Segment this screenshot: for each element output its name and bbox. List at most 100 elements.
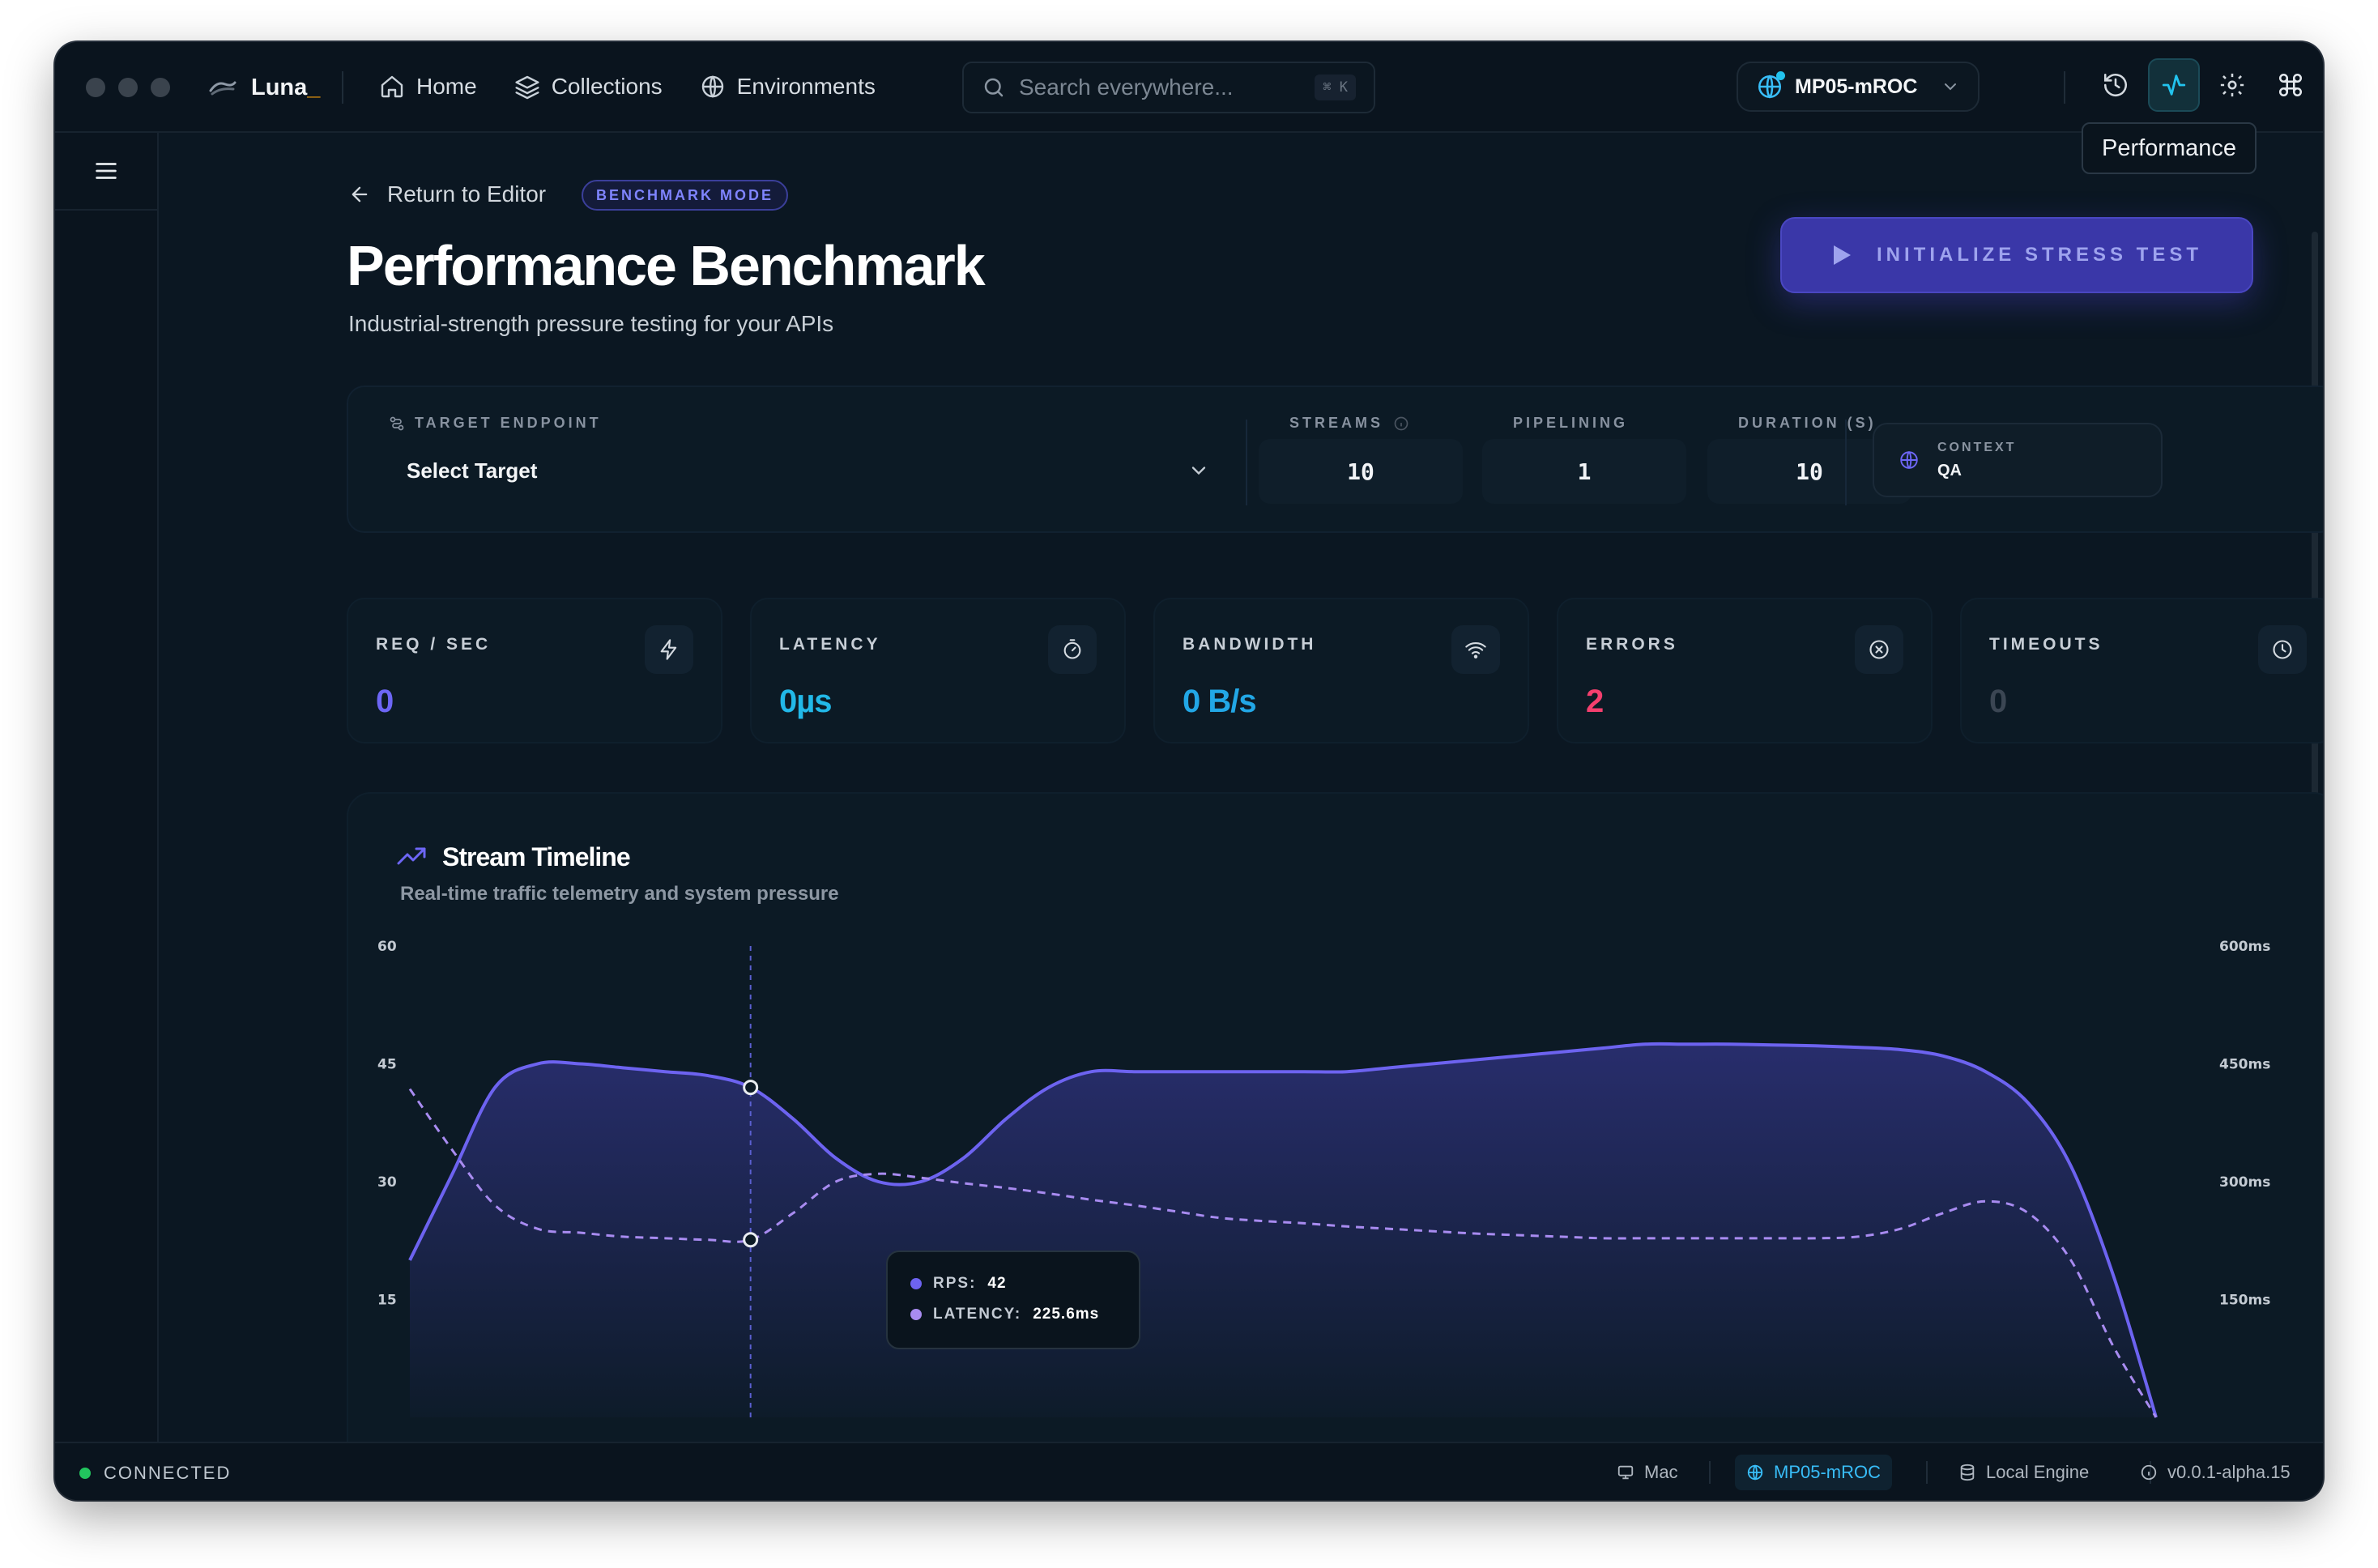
stat-label: ERRORS <box>1586 635 1678 654</box>
app-window: Luna_ Home Collections Environments Sear… <box>55 42 2323 1500</box>
stat-label: TIMEOUTS <box>1989 635 2103 654</box>
nav-home-label: Home <box>416 74 477 99</box>
search-placeholder: Search everywhere... <box>1019 75 1234 100</box>
divider <box>2150 1461 2151 1484</box>
environment-selector[interactable]: MP05-mROC <box>1737 62 1980 112</box>
streams-input[interactable]: 10 <box>1259 439 1463 504</box>
settings-icon <box>2220 73 2244 97</box>
context-value: QA <box>1937 461 1962 479</box>
target-endpoint-label: TARGET ENDPOINT <box>389 415 602 432</box>
search-shortcut: ⌘ K <box>1315 75 1356 100</box>
tooltip-latency-label: LATENCY: <box>933 1306 1022 1323</box>
config-panel: TARGET ENDPOINT Select Target STREAMS 10… <box>347 386 2323 533</box>
divider <box>2064 71 2065 104</box>
command-palette-button[interactable] <box>2265 58 2316 112</box>
engine-indicator[interactable]: Local Engine <box>1947 1455 2100 1490</box>
toolbar <box>2090 58 2316 112</box>
timer-icon <box>1063 639 1081 659</box>
benchmark-mode-badge: BENCHMARK MODE <box>582 180 788 211</box>
left-axis-tick: 15 <box>377 1293 397 1309</box>
nav-environments-label: Environments <box>736 74 876 99</box>
app-name: Luna_ <box>251 74 321 100</box>
arrow-left-icon <box>352 186 368 202</box>
stat-value: 0 <box>376 684 394 719</box>
nav-collections-label: Collections <box>551 74 663 99</box>
main-nav: Home Collections Environments <box>379 66 876 107</box>
stat-card-bandwidth: BANDWIDTH 0 B/s <box>1153 598 1529 744</box>
stream-timeline-panel: Stream Timeline Real-time traffic teleme… <box>347 792 2323 1472</box>
tooltip-latency-value: 225.6ms <box>1033 1306 1100 1323</box>
connection-label: CONNECTED <box>104 1463 232 1483</box>
globe-icon <box>1900 450 1918 470</box>
context-text: CONTEXT QA <box>1937 441 2016 480</box>
stat-icon-box <box>1855 625 1903 674</box>
rps-series-line <box>408 1042 2158 1418</box>
environment-name: MP05-mROC <box>1795 75 1918 98</box>
page-title: Performance Benchmark <box>347 234 986 297</box>
title-bar: Luna_ Home Collections Environments Sear… <box>55 42 2323 133</box>
settings-button[interactable] <box>2206 58 2258 112</box>
chart-subtitle: Real-time traffic telemetry and system p… <box>400 883 839 905</box>
trending-up-icon <box>397 847 426 865</box>
rps-hover-point <box>743 1080 759 1096</box>
left-axis-tick: 30 <box>377 1174 397 1191</box>
left-axis-tick: 60 <box>377 939 397 955</box>
page-subtitle: Industrial-strength pressure testing for… <box>348 311 834 336</box>
logo-icon <box>209 81 237 96</box>
divider <box>1246 420 1247 505</box>
version-indicator[interactable]: v0.0.1-alpha.15 <box>2129 1455 2302 1490</box>
maximize-window-button[interactable] <box>151 78 170 97</box>
stream-timeline-chart[interactable]: 60 45 30 15 600ms 450ms 300ms 150ms <box>348 794 2323 1474</box>
minimize-window-button[interactable] <box>118 78 138 97</box>
wifi-icon <box>1465 641 1486 658</box>
nav-collections[interactable]: Collections <box>514 74 663 100</box>
layers-icon <box>515 75 539 100</box>
sidebar-toggle-button[interactable] <box>55 133 157 211</box>
stat-icon-box <box>2258 625 2307 674</box>
clock-icon <box>2273 640 2292 659</box>
environment-globe <box>1756 71 1785 100</box>
latency-legend-dot <box>910 1309 922 1320</box>
divider <box>1709 1461 1711 1484</box>
chevron-down-icon <box>1945 83 1956 91</box>
status-environment[interactable]: MP05-mROC <box>1735 1455 1893 1490</box>
platform-indicator[interactable]: Mac <box>1605 1455 1690 1490</box>
pipelining-label: PIPELINING <box>1513 415 1629 431</box>
context-selector[interactable]: CONTEXT QA <box>1873 423 2163 497</box>
close-window-button[interactable] <box>86 78 105 97</box>
stat-label: BANDWIDTH <box>1183 635 1317 654</box>
command-icon <box>2278 73 2303 97</box>
divider <box>1926 1461 1928 1484</box>
stat-card-latency: LATENCY 0µs <box>750 598 1126 744</box>
pipelining-input[interactable]: 1 <box>1482 439 1686 504</box>
nav-environments[interactable]: Environments <box>700 74 876 100</box>
rps-legend-dot <box>910 1278 922 1289</box>
activity-icon <box>2162 75 2186 96</box>
route-icon <box>390 416 404 430</box>
latency-series-line <box>408 1088 2158 1418</box>
performance-button[interactable] <box>2148 58 2200 112</box>
stat-card-errors: ERRORS 2 <box>1557 598 1933 744</box>
stat-card-req-sec: REQ / SEC 0 <box>347 598 722 744</box>
return-to-editor-link[interactable]: Return to Editor <box>348 181 546 207</box>
initialize-stress-test-button[interactable]: INITIALIZE STRESS TEST <box>1780 217 2253 293</box>
monitor-icon <box>1617 1465 1634 1480</box>
divider <box>1845 420 1847 505</box>
chart-tooltip: RPS: 42 LATENCY: 225.6ms <box>886 1251 1140 1349</box>
connection-dot <box>79 1468 91 1479</box>
history-button[interactable] <box>2090 58 2141 112</box>
stat-icon-box <box>1451 625 1500 674</box>
x-circle-icon <box>1869 640 1889 659</box>
database-icon <box>1960 1464 1975 1481</box>
rps-series-area <box>410 1043 2156 1417</box>
context-label: CONTEXT <box>1937 440 2017 454</box>
performance-tooltip: Performance <box>2082 122 2257 174</box>
search-input[interactable]: Search everywhere... ⌘ K <box>962 62 1375 113</box>
right-axis-tick: 300ms <box>2219 1174 2270 1191</box>
target-endpoint-select[interactable]: Select Target <box>387 445 1217 496</box>
stat-card-timeouts: TIMEOUTS 0 <box>1960 598 2323 744</box>
stat-label: REQ / SEC <box>376 635 492 654</box>
chevron-down-icon <box>1191 467 1206 475</box>
nav-home[interactable]: Home <box>379 74 477 100</box>
info-icon <box>2141 1464 2157 1481</box>
